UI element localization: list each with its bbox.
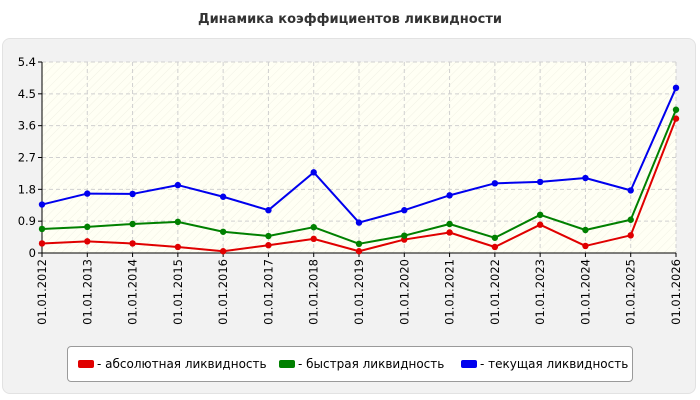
y-tick-label: 1.8 xyxy=(18,182,36,196)
data-point xyxy=(84,190,91,197)
y-tick-label: 3.6 xyxy=(18,119,36,133)
x-tick-label: 01.01.2015 xyxy=(171,259,185,325)
y-tick-label: 5.4 xyxy=(18,55,36,69)
data-point xyxy=(219,228,227,235)
data-point xyxy=(355,248,363,255)
x-tick-label: 01.01.2014 xyxy=(126,259,140,325)
x-tick-label: 01.01.2021 xyxy=(443,259,457,325)
data-point xyxy=(174,218,182,226)
data-point xyxy=(355,219,363,226)
chart-title: Динамика коэффициентов ликвидности xyxy=(198,12,502,27)
data-point xyxy=(84,238,91,245)
data-point xyxy=(446,192,453,199)
data-point xyxy=(38,225,46,233)
legend-item: - абсолютная ликвидность xyxy=(78,347,267,381)
data-point xyxy=(446,220,453,228)
x-tick-label: 01.01.2013 xyxy=(80,259,94,325)
data-point xyxy=(672,106,680,113)
data-point xyxy=(129,220,136,228)
y-tick-label: 0 xyxy=(29,246,36,260)
data-point xyxy=(672,84,680,92)
data-point xyxy=(401,232,408,239)
legend-item: - быстрая ликвидность xyxy=(279,347,444,381)
data-point xyxy=(355,240,363,248)
data-point xyxy=(219,248,227,255)
x-tick-label: 01.01.2025 xyxy=(624,259,638,325)
data-point xyxy=(582,242,589,250)
data-point xyxy=(672,115,680,122)
x-tick-label: 01.01.2019 xyxy=(352,259,366,325)
x-tick-label: 01.01.2017 xyxy=(261,259,275,325)
data-point xyxy=(627,232,634,239)
data-point xyxy=(219,193,227,200)
data-point xyxy=(38,240,46,247)
data-point xyxy=(310,235,317,243)
data-point xyxy=(265,232,272,240)
data-point xyxy=(265,242,272,249)
x-tick-label: 01.01.2020 xyxy=(397,259,411,325)
y-tick-label: 2.7 xyxy=(18,151,36,165)
data-point xyxy=(174,181,182,189)
data-point xyxy=(446,229,453,236)
data-point xyxy=(627,187,634,194)
legend-label: - быстрая ликвидность xyxy=(298,357,445,371)
legend-item: - текущая ликвидность xyxy=(461,347,628,381)
data-point xyxy=(582,174,589,182)
data-point xyxy=(401,207,408,214)
data-point xyxy=(491,234,499,241)
x-tick-label: 01.01.2026 xyxy=(669,259,683,325)
legend-label: - текущая ликвидность xyxy=(480,357,629,371)
x-tick-label: 01.01.2016 xyxy=(216,259,230,325)
data-point xyxy=(38,201,46,208)
data-point xyxy=(84,223,91,231)
data-point xyxy=(310,169,317,176)
legend-swatch xyxy=(279,360,295,368)
x-tick-label: 01.01.2012 xyxy=(35,259,49,325)
y-tick-label: 4.5 xyxy=(18,87,36,101)
data-point xyxy=(491,243,499,251)
chart-legend: - абсолютная ликвидность - быстрая ликвид… xyxy=(67,346,633,382)
data-point xyxy=(536,221,544,228)
data-point xyxy=(491,180,499,187)
data-point xyxy=(582,226,589,234)
data-point xyxy=(536,211,544,218)
x-tick-label: 01.01.2023 xyxy=(533,259,547,325)
data-point xyxy=(174,243,182,251)
data-point xyxy=(129,190,136,198)
data-point xyxy=(627,216,634,223)
data-point xyxy=(536,178,544,186)
data-point xyxy=(265,207,272,214)
data-point xyxy=(310,223,317,231)
legend-swatch xyxy=(461,360,477,368)
legend-swatch xyxy=(78,360,94,368)
y-tick-label: 0.9 xyxy=(18,214,36,228)
data-point xyxy=(129,240,136,247)
x-tick-label: 01.01.2022 xyxy=(488,259,502,325)
x-tick-label: 01.01.2024 xyxy=(578,259,592,325)
x-tick-label: 01.01.2018 xyxy=(307,259,321,325)
legend-label: - абсолютная ликвидность xyxy=(97,357,267,371)
